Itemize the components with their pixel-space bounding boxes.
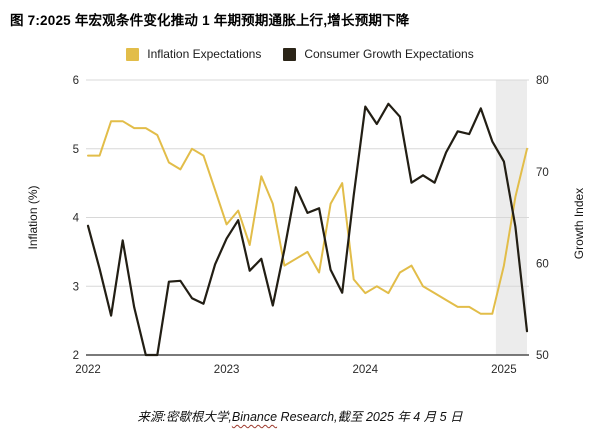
inflation-line xyxy=(87,120,528,315)
growth-swatch-icon xyxy=(283,47,297,61)
right-axis-tick: 70 xyxy=(536,167,549,179)
source-rest: Research,截至 2025 年 4 月 5 日 xyxy=(277,410,463,424)
x-axis-tick: 2023 xyxy=(214,364,240,376)
x-axis-tick: 2025 xyxy=(491,364,517,376)
right-axis-tick: 60 xyxy=(536,259,549,271)
x-axis-tick: 2024 xyxy=(353,364,379,376)
inflation-swatch-icon xyxy=(126,47,140,61)
left-axis-title: Inflation (%) xyxy=(26,185,40,249)
binance-research-link[interactable]: Binance xyxy=(231,410,278,424)
figure-title: 图 7:2025 年宏观条件变化推动 1 年期预期通胀上行,增长预期下降 xyxy=(10,13,410,28)
source-note: 来源:密歇根大学,Binance Research,截至 2025 年 4 月 … xyxy=(0,406,600,425)
left-axis-tick: 6 xyxy=(73,75,79,87)
legend-label-inflation: Inflation Expectations xyxy=(147,47,262,61)
source-prefix: 来源:密歇根大学, xyxy=(137,410,232,424)
dual-axis-line-chart: 6 5 4 3 2 80 70 60 50 2022 2023 2024 2025 Inflation (… xyxy=(26,75,586,376)
left-axis-tick: 2 xyxy=(73,350,79,362)
right-axis-tick: 50 xyxy=(536,350,549,362)
growth-line xyxy=(86,102,529,357)
left-axis-tick: 4 xyxy=(73,213,80,225)
left-axis-tick: 3 xyxy=(73,281,79,293)
legend-label-growth: Consumer Growth Expectations xyxy=(304,47,474,61)
legend-item-inflation: Inflation Expectations xyxy=(126,47,261,61)
right-axis-title: Growth Index xyxy=(572,188,586,259)
x-axis-tick: 2022 xyxy=(75,364,101,376)
chart-legend: Inflation Expectations Consumer Growth E… xyxy=(0,47,600,61)
legend-item-growth: Consumer Growth Expectations xyxy=(283,47,474,61)
right-axis-tick: 80 xyxy=(536,75,549,87)
left-axis-tick: 5 xyxy=(73,144,79,156)
